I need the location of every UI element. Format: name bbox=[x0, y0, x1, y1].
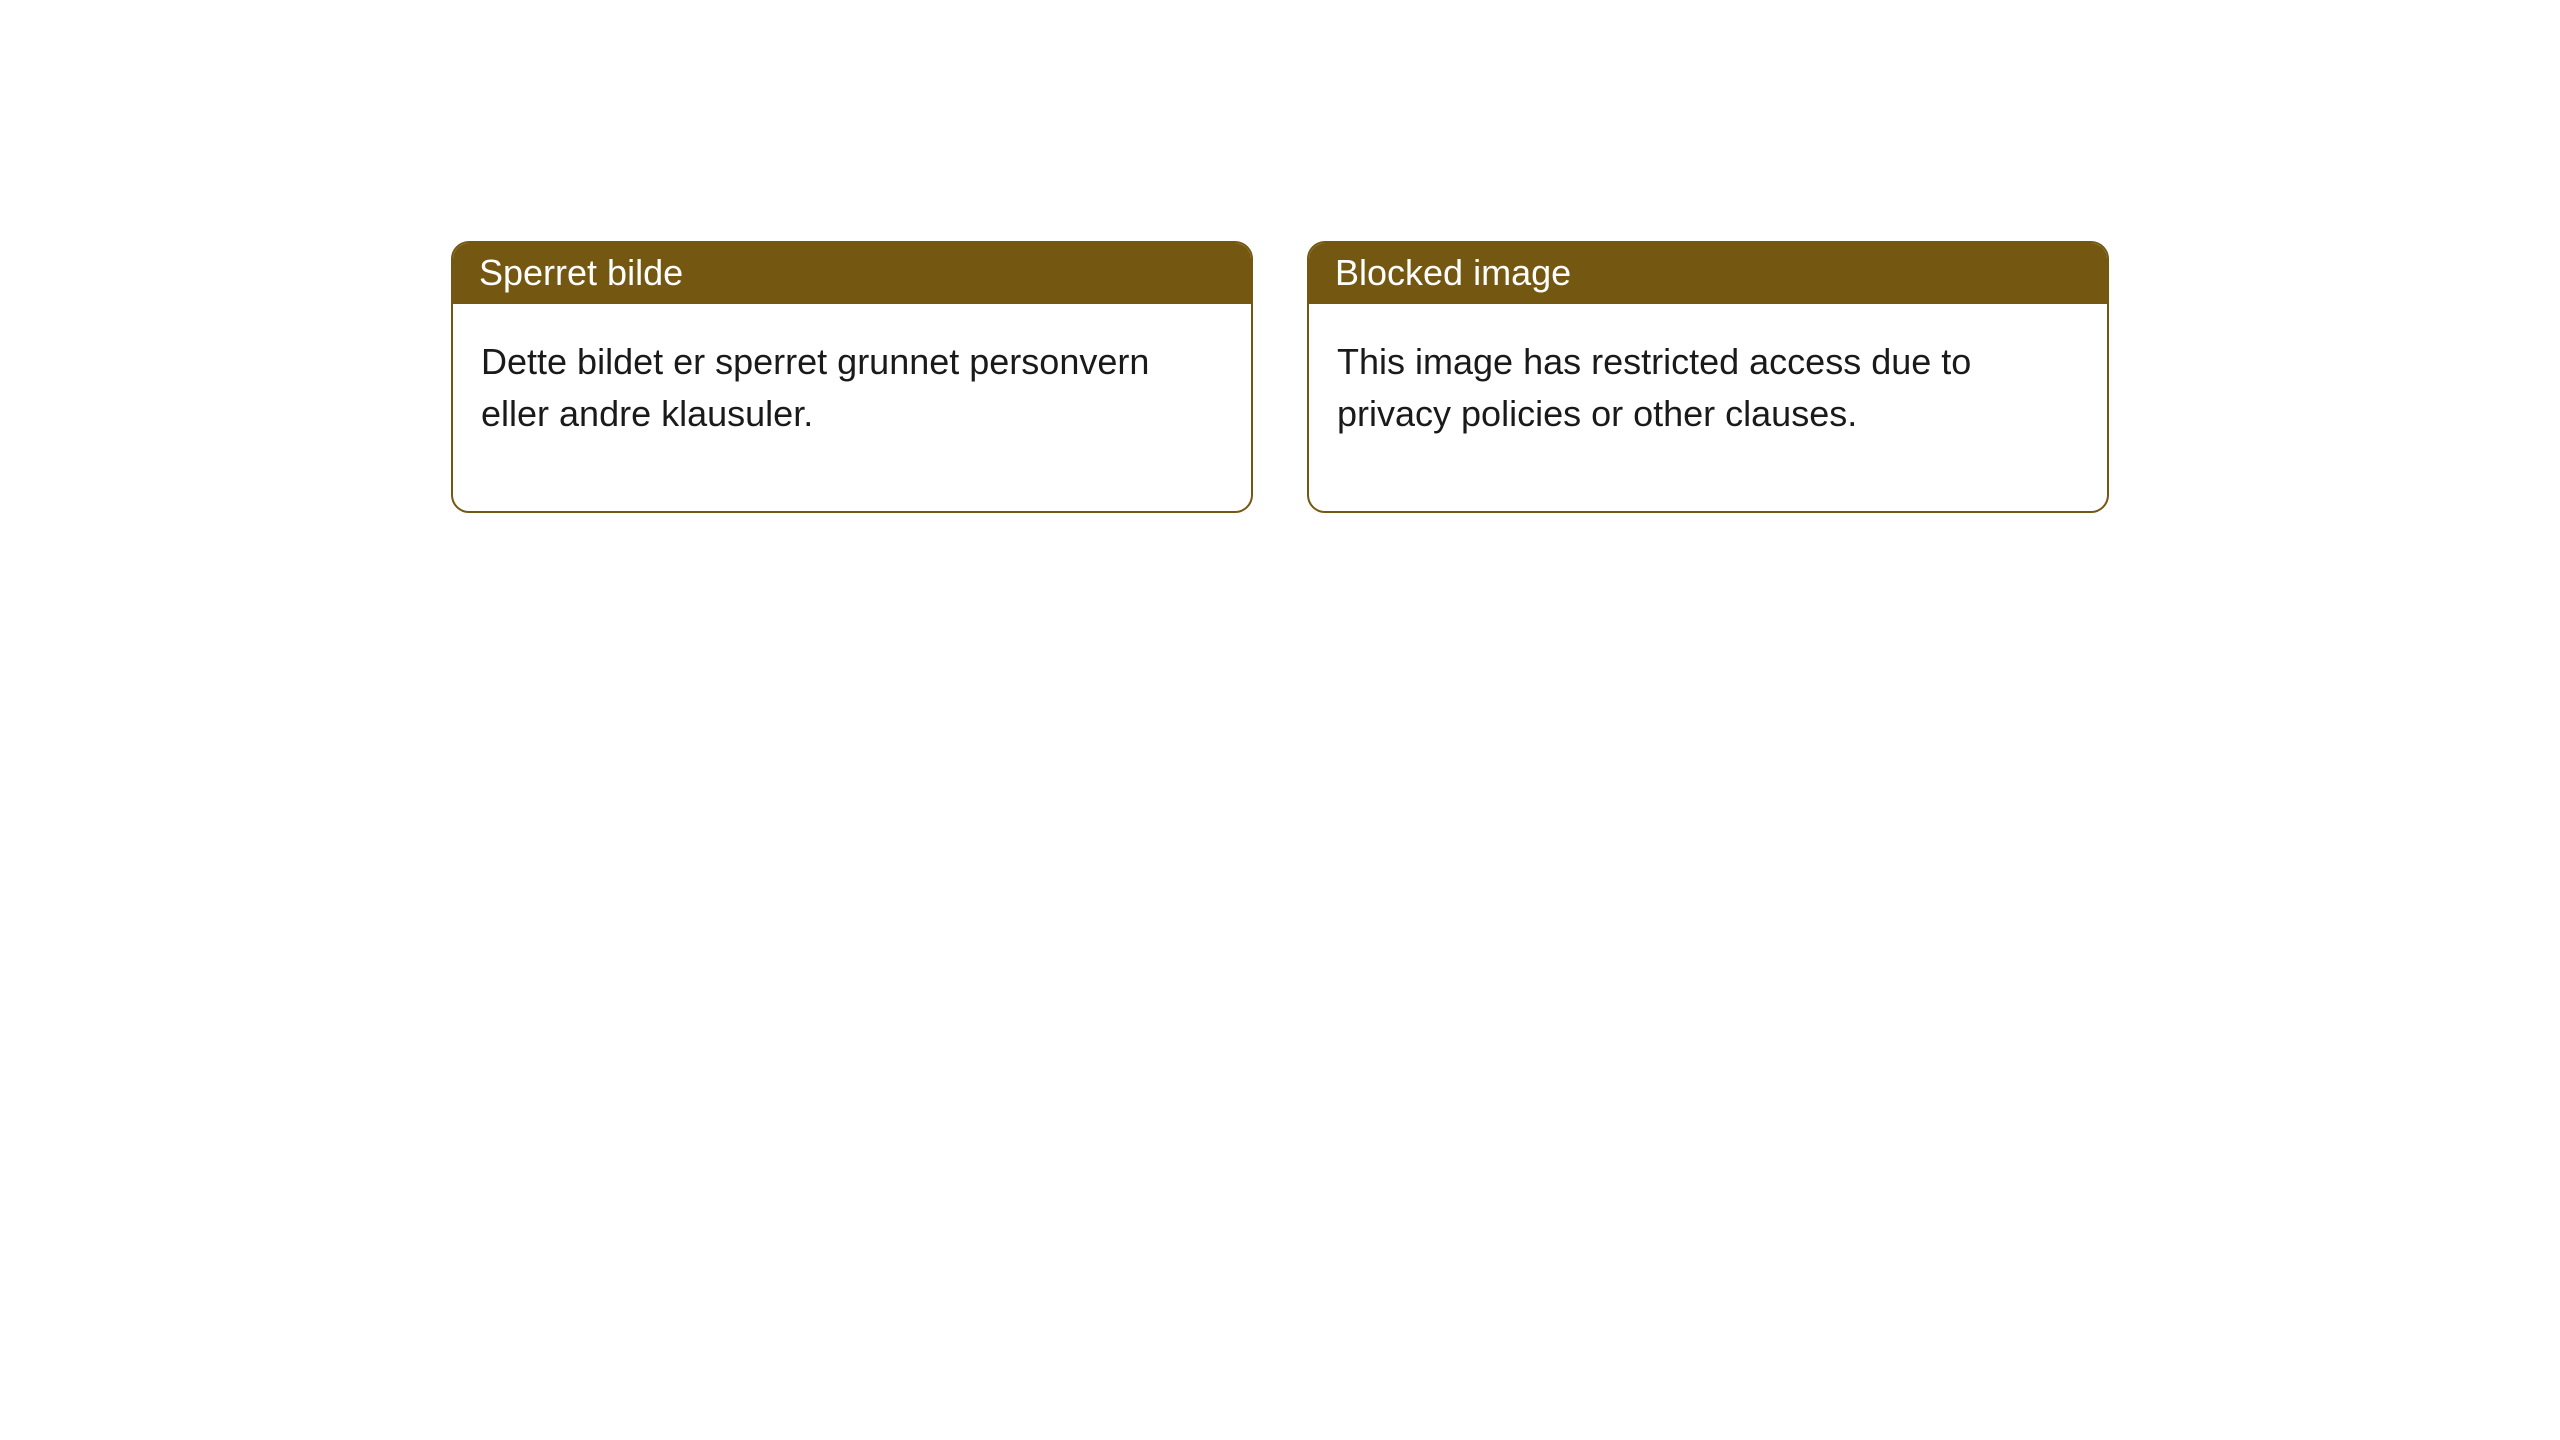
notice-container: Sperret bilde Dette bildet er sperret gr… bbox=[451, 241, 2109, 513]
notice-header-norwegian: Sperret bilde bbox=[453, 243, 1251, 304]
notice-body-english: This image has restricted access due to … bbox=[1309, 304, 2107, 510]
notice-body-norwegian: Dette bildet er sperret grunnet personve… bbox=[453, 304, 1251, 510]
notice-box-norwegian: Sperret bilde Dette bildet er sperret gr… bbox=[451, 241, 1253, 513]
notice-box-english: Blocked image This image has restricted … bbox=[1307, 241, 2109, 513]
notice-header-english: Blocked image bbox=[1309, 243, 2107, 304]
